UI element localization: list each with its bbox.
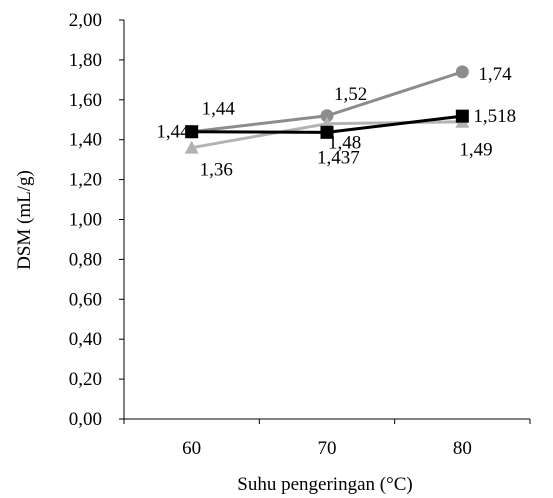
data-labels: 1,44 1,52 1,74 1,36 1,48 1,49 1,44 1,437 1,518	[156, 64, 516, 181]
y-tick-label: 0,60	[69, 289, 102, 310]
y-tick-label: 0,20	[69, 369, 102, 390]
y-tick-label: 1,00	[69, 210, 102, 231]
series-lines	[184, 65, 470, 154]
data-label: 1,437	[317, 147, 360, 168]
y-axis-title: DSM (mL/g)	[14, 170, 35, 270]
y-tick-label: 1,40	[69, 130, 102, 151]
x-axis: 60 70 80	[123, 418, 531, 459]
y-tick-label: 0,80	[69, 249, 102, 270]
y-tick-label: 1,20	[69, 170, 102, 191]
data-point-circle	[320, 109, 334, 123]
y-tick-label: 0,00	[69, 409, 102, 430]
y-axis: 0,00 0,20 0,40 0,60 0,80 1,00 1,20 1,40 1,60 1,80…	[69, 10, 125, 430]
x-tick-label: 70	[318, 438, 337, 459]
data-label: 1,74	[478, 64, 512, 85]
y-tick-label: 1,80	[69, 50, 102, 71]
data-label: 1,48	[328, 133, 361, 154]
y-tick-label: 0,40	[69, 329, 102, 350]
data-point-square	[455, 109, 469, 123]
x-tick-label: 60	[182, 438, 201, 459]
data-point-square	[320, 125, 334, 139]
x-tick-label: 80	[453, 438, 472, 459]
data-label: 1,36	[200, 160, 233, 181]
data-label: 1,49	[459, 140, 492, 161]
data-label: 1,52	[334, 84, 367, 105]
data-label: 1,518	[473, 106, 516, 127]
data-point-square	[185, 125, 199, 139]
y-tick-label: 1,60	[69, 90, 102, 111]
data-label: 1,44	[156, 122, 190, 143]
x-axis-title: Suhu pengeringan (°C)	[237, 474, 412, 495]
y-tick-label: 2,00	[69, 10, 102, 31]
data-point-triangle	[184, 140, 199, 154]
data-label: 1,44	[202, 99, 236, 120]
data-point-circle	[455, 65, 469, 79]
